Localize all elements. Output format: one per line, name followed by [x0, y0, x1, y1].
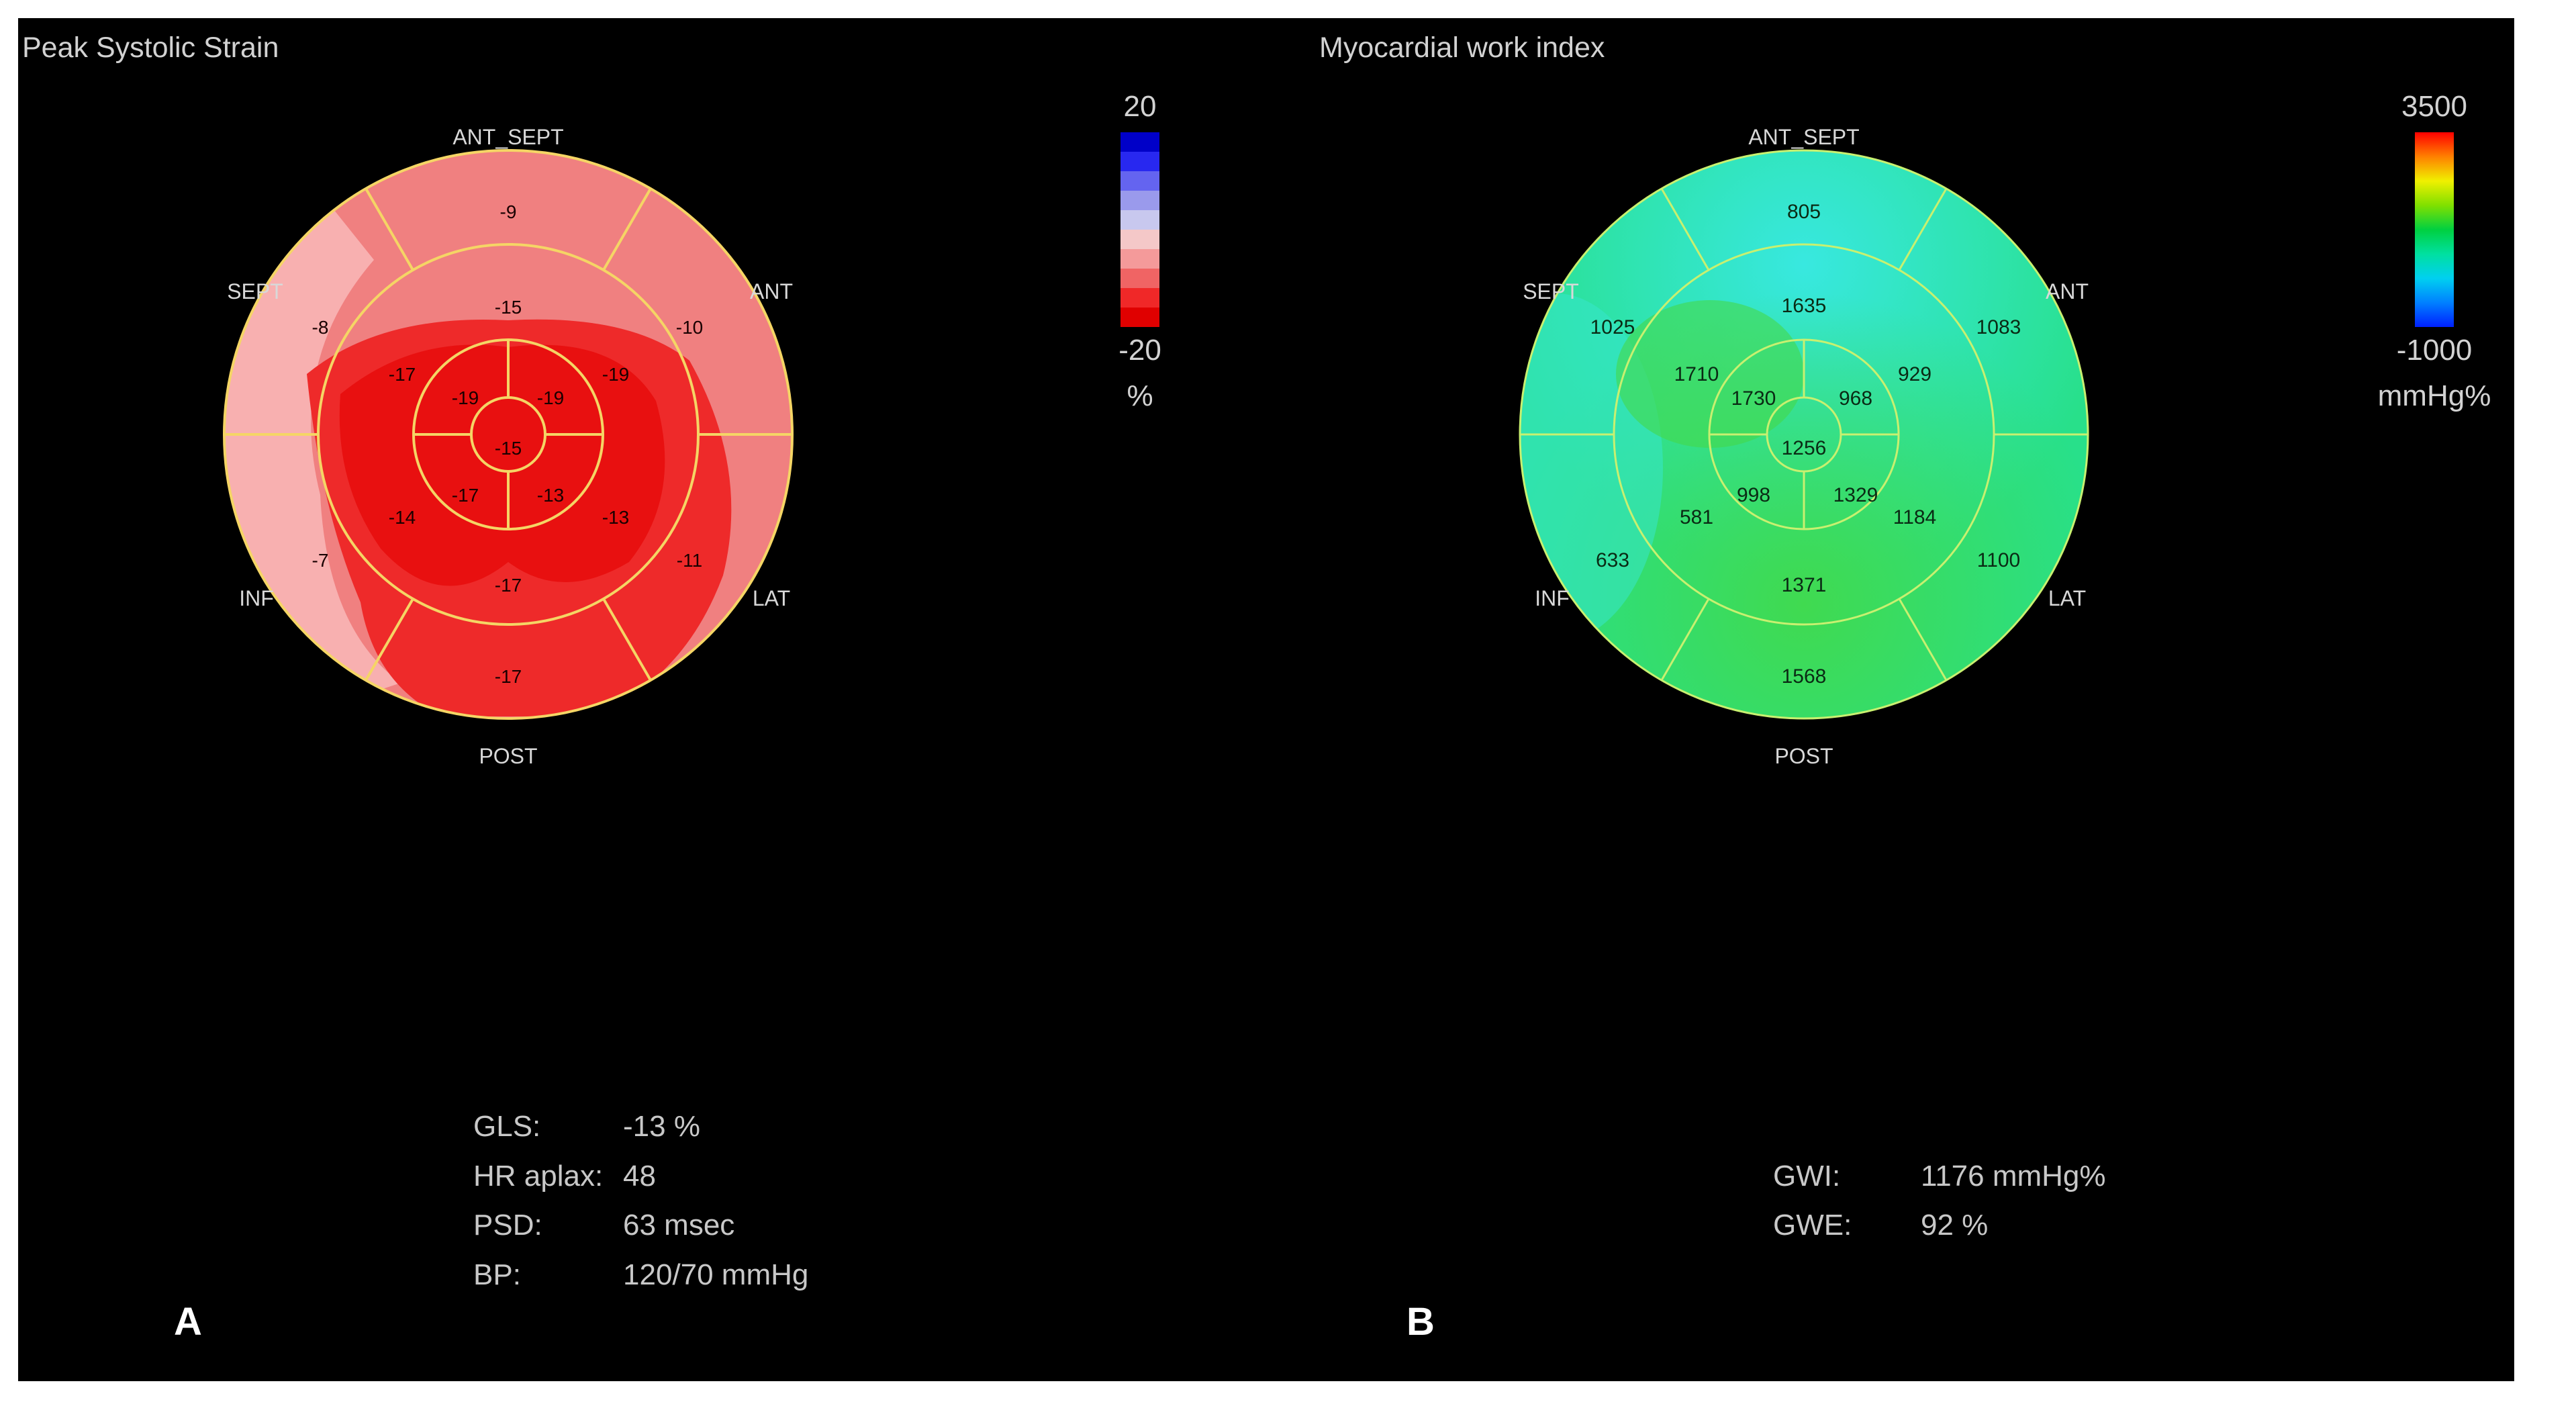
work-mid-lat-value: 1184 — [1893, 506, 1937, 528]
strain-apical-inf-value: -17 — [452, 485, 479, 506]
work-bullseye: 805 1083 1100 1568 633 1025 1635 929 118… — [1519, 125, 2089, 768]
strain-wall-label-lower-right: LAT — [753, 586, 790, 610]
strain-scale-min: -20 — [1118, 334, 1161, 367]
scale-color-step — [1120, 210, 1159, 230]
work-wall-label-lower-left: INF — [1535, 586, 1570, 610]
stat-label: GWE: — [1773, 1209, 1852, 1242]
scale-color-step — [1120, 171, 1159, 191]
strain-core-region — [339, 344, 665, 586]
work-basal-antsept-value: 805 — [1787, 201, 1821, 223]
stat-value: 48 — [623, 1160, 656, 1193]
strain-wall-label-upper-right: ANT — [750, 279, 793, 303]
strain-pale-region — [224, 209, 401, 696]
stat-label: HR aplax: — [473, 1160, 604, 1193]
strain-wall-label-lower-left: INF — [239, 586, 274, 610]
echo-report-frame: Peak Systolic Strain — [18, 18, 2514, 1381]
work-wall-label-upper-right: ANT — [2046, 279, 2089, 303]
strain-apex-value: -15 — [495, 438, 522, 459]
strain-wall-label-bottom: POST — [479, 744, 537, 768]
scale-color-step — [1120, 249, 1159, 269]
work-mid-sept-value: 1710 — [1674, 363, 1719, 385]
work-cyan-left-region — [1520, 293, 1663, 643]
work-apex-value: 1256 — [1782, 437, 1827, 459]
strain-color-scale-bar — [1120, 132, 1159, 327]
work-mid-antsept-value: 1635 — [1782, 295, 1827, 317]
work-mid-inf-value: 581 — [1680, 506, 1713, 528]
strain-basal-sept-value: -8 — [312, 317, 329, 338]
strain-scale-max: 20 — [1123, 90, 1157, 123]
scale-color-step — [1120, 308, 1159, 327]
strain-segment-lines — [223, 149, 794, 720]
stat-label: GLS: — [473, 1110, 541, 1143]
work-wall-label-top: ANT_SEPT — [1748, 125, 1859, 149]
stat-label: PSD: — [473, 1209, 542, 1242]
work-segment-lines — [1519, 149, 2089, 720]
strain-basal-antsept-value: -9 — [500, 201, 517, 222]
work-green-septal-region — [1616, 300, 1804, 448]
work-wall-label-lower-right: LAT — [2048, 586, 2086, 610]
strain-mid-post-value: -17 — [495, 575, 522, 596]
scale-color-step — [1120, 191, 1159, 210]
work-apical-inf-value: 998 — [1737, 484, 1770, 506]
strain-wall-label-top: ANT_SEPT — [452, 125, 563, 149]
strain-mid-inf-value: -14 — [389, 507, 416, 528]
strain-apical-sept-value: -19 — [452, 387, 479, 408]
strain-mid-sept-value: -17 — [389, 364, 416, 385]
work-apical-ant-value: 968 — [1839, 387, 1872, 410]
strain-basal-ant-value: -10 — [676, 317, 703, 338]
strain-apical-ant-value: -19 — [537, 387, 564, 408]
stat-label: GWI: — [1773, 1160, 1841, 1193]
work-mid-post-value: 1371 — [1782, 574, 1827, 596]
work-basal-ant-value: 1083 — [1976, 316, 2021, 338]
panel-letter-b: B — [1406, 1300, 1435, 1344]
strain-mid-lat-value: -13 — [602, 507, 629, 528]
work-apical-lat-value: 1329 — [1833, 484, 1878, 506]
stat-value: 1176 mmHg% — [1921, 1160, 2106, 1193]
strain-wall-label-upper-left: SEPT — [227, 279, 283, 303]
strain-bullseye: -9 -10 -11 -17 -7 -8 -15 -19 -13 -17 -14… — [223, 125, 794, 768]
work-basal-inf-value: 633 — [1596, 549, 1629, 571]
work-apical-sept-value: 1730 — [1731, 387, 1776, 410]
work-wall-label-upper-left: SEPT — [1523, 279, 1579, 303]
strain-scale-unit: % — [1127, 379, 1153, 412]
strain-basal-lat-value: -11 — [677, 550, 702, 571]
stat-value: 92 % — [1921, 1209, 1989, 1242]
strain-panel-title: Peak Systolic Strain — [22, 32, 279, 64]
work-basal-lat-value: 1100 — [1977, 549, 2021, 571]
stat-value: -13 % — [623, 1110, 700, 1143]
strain-basal-inf-value: -7 — [312, 550, 329, 571]
panel-letter-a: A — [174, 1300, 202, 1344]
strain-mid-ant-value: -19 — [602, 364, 629, 385]
work-basal-post-value: 1568 — [1782, 665, 1827, 688]
strain-basal-post-value: -17 — [495, 666, 522, 687]
scale-color-step — [1120, 288, 1159, 308]
scale-color-step — [1120, 230, 1159, 249]
scale-color-step — [1120, 152, 1159, 171]
work-scale-unit: mmHg% — [2377, 379, 2491, 412]
work-basal-sept-value: 1025 — [1590, 316, 1635, 338]
work-color-scale-bar — [2415, 132, 2454, 327]
work-mid-ant-value: 929 — [1898, 363, 1931, 385]
scale-color-step — [1120, 269, 1159, 288]
work-green-region — [1520, 150, 2088, 718]
stat-value: 120/70 mmHg — [623, 1258, 809, 1291]
strain-apical-lat-value: -13 — [537, 485, 564, 506]
work-scale-max: 3500 — [2401, 90, 2467, 123]
scale-color-step — [1120, 132, 1159, 152]
work-scale-min: -1000 — [2396, 334, 2473, 367]
strain-mid-antsept-value: -15 — [495, 297, 522, 318]
stat-label: BP: — [473, 1258, 521, 1291]
work-wall-label-bottom: POST — [1774, 744, 1833, 768]
stat-value: 63 msec — [623, 1209, 735, 1242]
work-panel-title: Myocardial work index — [1319, 32, 1605, 64]
